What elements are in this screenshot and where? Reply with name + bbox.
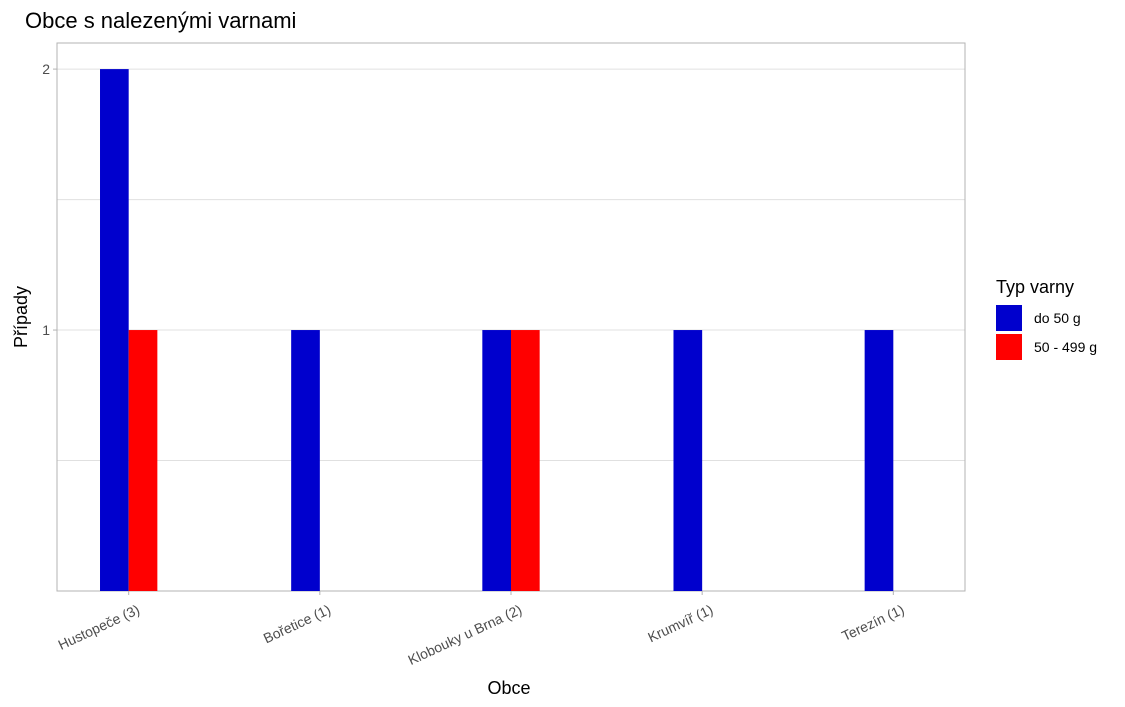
legend-label: 50 - 499 g bbox=[1034, 339, 1097, 355]
legend-label: do 50 g bbox=[1034, 310, 1081, 326]
legend-swatch bbox=[996, 305, 1022, 331]
legend-title: Typ varny bbox=[996, 277, 1074, 297]
bar bbox=[100, 69, 129, 592]
legend: Typ varny do 50 g 50 - 499 g bbox=[996, 277, 1097, 360]
x-tick-label: Bořetice (1) bbox=[261, 601, 333, 646]
bar bbox=[128, 330, 158, 591]
legend-swatch bbox=[996, 334, 1022, 360]
y-axis-label: Případy bbox=[11, 286, 31, 348]
y-tick-label: 2 bbox=[42, 61, 50, 77]
x-tick-label: Klobouky u Brna (2) bbox=[405, 601, 524, 668]
x-tick-label: Terezín (1) bbox=[839, 601, 906, 644]
bar bbox=[482, 330, 511, 591]
x-axis-label: Obce bbox=[487, 678, 530, 698]
chart-title: Obce s nalezenými varnami bbox=[25, 8, 296, 33]
x-tick-label: Hustopeče (3) bbox=[55, 601, 141, 653]
y-tick-label: 1 bbox=[42, 322, 50, 338]
bar bbox=[673, 330, 703, 591]
x-tick-label: Krumvíř (1) bbox=[645, 601, 715, 645]
bar bbox=[511, 330, 540, 591]
bar bbox=[864, 330, 894, 591]
bar bbox=[291, 330, 320, 591]
